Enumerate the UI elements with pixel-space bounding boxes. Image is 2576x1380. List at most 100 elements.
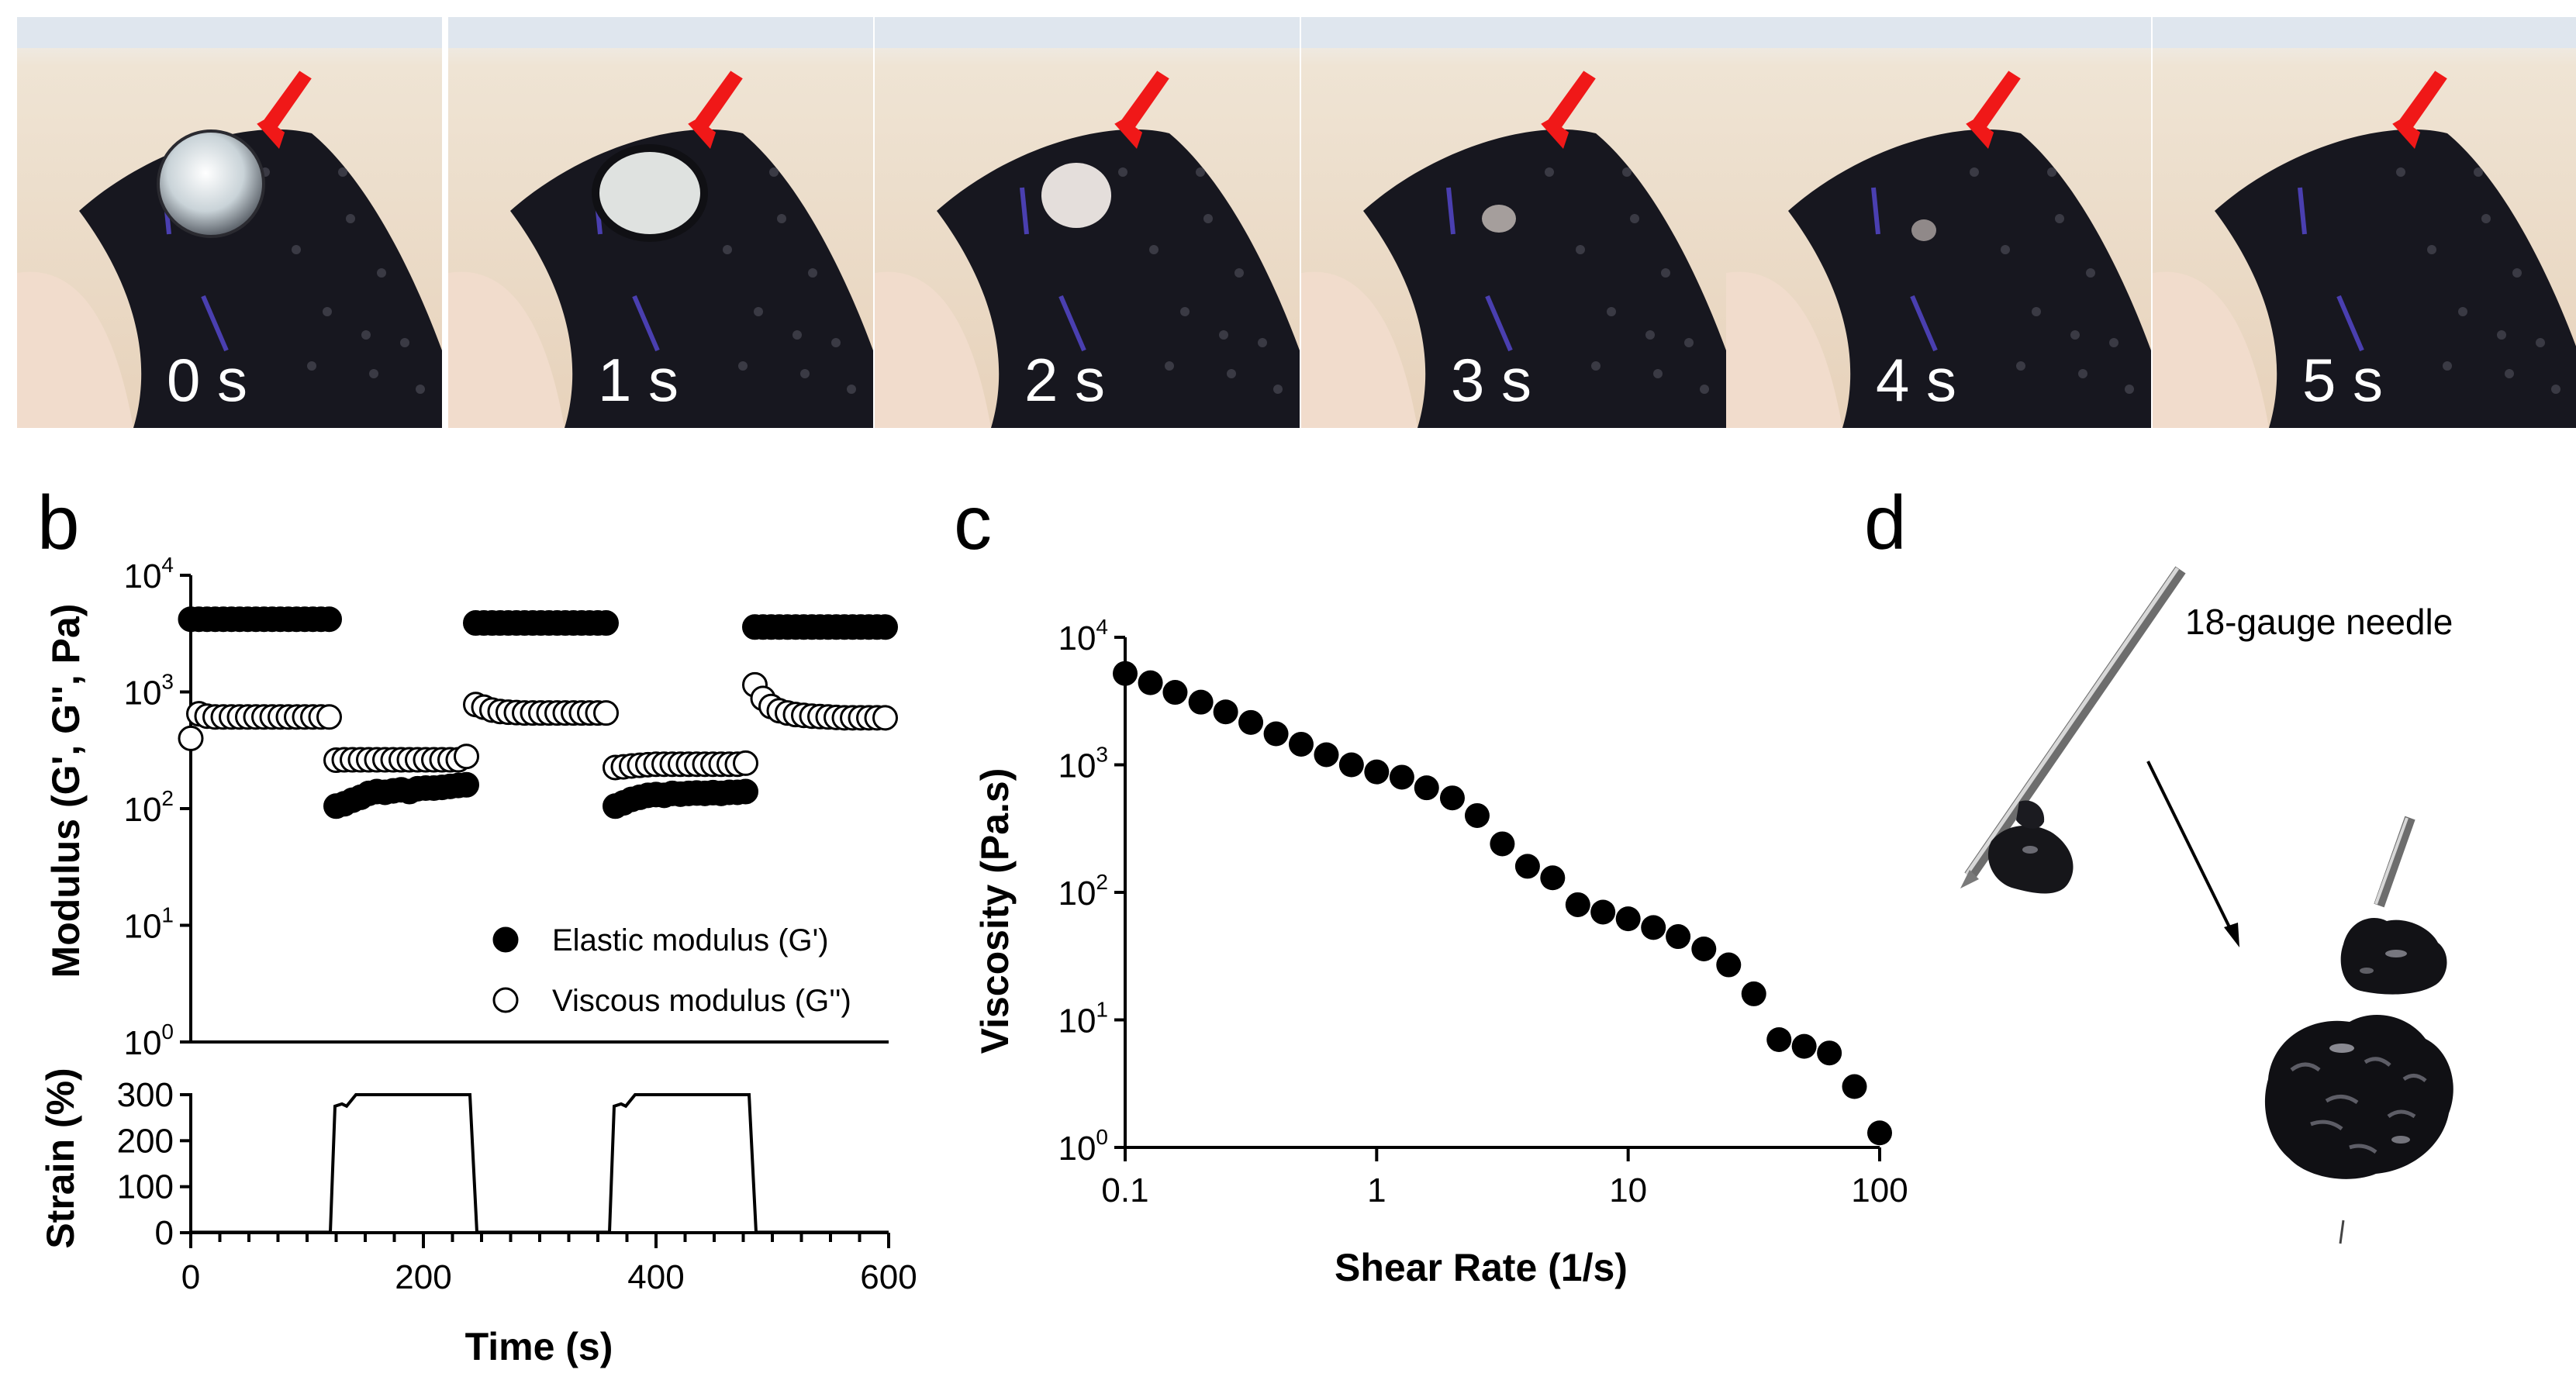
frame-1: 1 s <box>448 17 873 428</box>
red-arrow-icon <box>1114 71 1169 149</box>
legend-label-elastic: Elastic modulus (G') <box>552 923 829 957</box>
c-y-tick-label: 103 <box>1058 743 1108 785</box>
viscosity-point <box>1414 775 1439 801</box>
red-arrow-icon <box>688 71 743 149</box>
viscosity-point <box>1867 1120 1892 1146</box>
viscosity-point <box>1338 752 1364 778</box>
frame-time-label: 5 s <box>2302 346 2383 414</box>
absorbing-droplet <box>1041 163 1111 228</box>
viscous-modulus-point <box>454 743 479 770</box>
b-modulus-y-tick-label: 102 <box>123 786 174 829</box>
residual-spot <box>1482 205 1516 233</box>
b-modulus-y-tick-label: 100 <box>123 1019 174 1062</box>
c-x-tick-label: 1 <box>1367 1171 1386 1209</box>
viscosity-point <box>1514 854 1540 879</box>
b-modulus-y-tick-label: 103 <box>123 670 174 712</box>
c-x-tick-label: 10 <box>1609 1171 1647 1209</box>
legend-marker-viscous <box>492 987 519 1013</box>
b-strain-y-label: Strain (%) <box>39 1068 82 1248</box>
b-x-tick-label: 200 <box>395 1258 451 1296</box>
frame-3: 3 s <box>1301 17 1726 428</box>
b-x-label: Time (s) <box>465 1325 613 1368</box>
hydrogel-blob-small-icon <box>1987 800 2074 894</box>
water-droplet <box>157 129 265 238</box>
viscosity-point <box>1615 906 1641 932</box>
panel-a: a 0 s1 s2 s3 s4 s5 s <box>17 17 2576 428</box>
strain-line <box>191 1093 889 1234</box>
red-arrow-icon <box>2392 71 2447 149</box>
drip-mark <box>2339 1220 2345 1244</box>
b-modulus-ticks: 100 101 102 103 104 <box>123 553 191 1062</box>
viscous-modulus-point <box>593 700 619 726</box>
viscosity-point <box>1565 892 1590 917</box>
red-arrow-icon <box>257 71 312 149</box>
viscosity-point <box>1213 699 1238 725</box>
red-arrow-icon <box>1966 71 2021 149</box>
wound-gel <box>1363 129 1726 428</box>
b-modulus-y-tick-label: 101 <box>123 903 174 946</box>
suture <box>1871 187 1938 352</box>
b-strain-y-tick-label: 200 <box>117 1122 174 1160</box>
b-strain-ticks: 0 100 200 300 0 200 400 600 <box>117 1076 917 1296</box>
transition-arrow-head-icon <box>2224 923 2239 947</box>
viscosity-point <box>1288 731 1314 757</box>
c-x-tick-label: 100 <box>1851 1171 1908 1209</box>
panel-label-b: b <box>37 480 80 565</box>
frame-time-label: 4 s <box>1876 346 1956 414</box>
suture <box>1020 187 1086 352</box>
frame-2: 2 s <box>875 17 1300 428</box>
viscosity-point <box>1464 802 1490 828</box>
hydrogel-blob-medium-icon <box>2340 917 2447 995</box>
frame-5: 5 s <box>2153 17 2576 428</box>
frame-4: 4 s <box>1726 17 2151 428</box>
legend-label-viscous: Viscous modulus (G'') <box>552 984 851 1018</box>
needle-large-icon <box>1960 566 2186 888</box>
viscosity-point <box>1263 721 1289 747</box>
viscosity-point <box>1590 899 1616 925</box>
elastic-modulus-point <box>454 771 479 798</box>
b-x-tick-label: 600 <box>860 1258 917 1296</box>
panel-d: d 18-gauge needle <box>1864 480 2453 1244</box>
wound-gel <box>2215 129 2576 428</box>
panel-c: c Viscosity (Pa.s) Shear Rate (1/s) 1001… <box>954 480 1908 1289</box>
viscosity-point <box>1439 785 1465 811</box>
c-x-tick-label: 0.1 <box>1101 1171 1148 1209</box>
viscosity-point <box>1389 764 1414 790</box>
viscosity-point <box>1138 670 1163 695</box>
panel-label-c: c <box>954 480 992 565</box>
viscosity-point <box>1766 1026 1792 1052</box>
panel-b: b Modulus (G', G'', Pa) Strain (%) Time … <box>37 480 917 1368</box>
needle-label: 18-gauge needle <box>2185 602 2453 642</box>
viscosity-point <box>1540 865 1566 891</box>
suture <box>2298 187 2364 352</box>
viscosity-point <box>1716 952 1742 978</box>
needle-small-icon <box>2374 816 2415 908</box>
viscous-modulus-point <box>733 750 758 776</box>
wound-gel <box>1788 129 2151 428</box>
frame-time-label: 3 s <box>1451 346 1531 414</box>
legend-marker-elastic <box>492 926 519 953</box>
c-y-tick-label: 100 <box>1058 1125 1108 1168</box>
c-ticks: 100 101 102 103 104 0.1 1 10 100 <box>1058 615 1908 1209</box>
hydrogel-blob-large-icon <box>2264 1015 2453 1179</box>
viscosity-point <box>1238 709 1264 735</box>
viscosity-point <box>1691 936 1717 961</box>
viscosity-point <box>1490 831 1515 857</box>
c-y-tick-label: 101 <box>1058 998 1108 1040</box>
viscosity-point <box>1666 924 1691 950</box>
viscosity-point <box>1314 742 1339 768</box>
c-y-tick-label: 104 <box>1058 615 1108 657</box>
viscosity-point <box>1641 915 1666 940</box>
viscosity-point <box>1188 689 1214 715</box>
viscosity-point <box>1364 759 1390 785</box>
viscosity-point <box>1113 661 1138 686</box>
red-arrow-icon <box>1541 71 1596 149</box>
c-y-tick-label: 102 <box>1058 870 1108 913</box>
viscosity-point <box>1162 680 1188 706</box>
viscous-modulus-point <box>178 725 204 751</box>
elastic-modulus-point <box>593 610 619 637</box>
viscosity-point <box>1791 1033 1817 1059</box>
b-legend: Elastic modulus (G') Viscous modulus (G'… <box>492 923 851 1018</box>
frame-time-label: 1 s <box>598 346 679 414</box>
